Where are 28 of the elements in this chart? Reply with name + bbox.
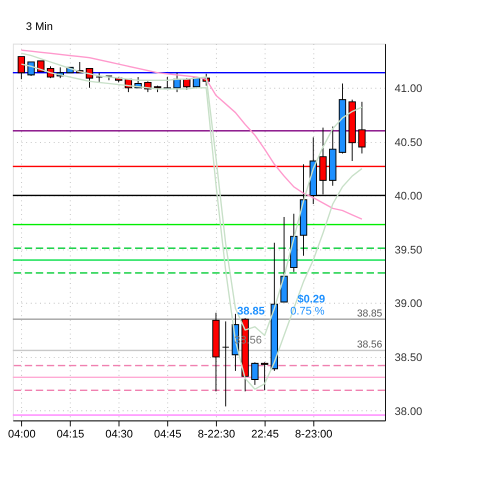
y-tick-label: 38.50: [394, 352, 422, 364]
annotation: 0.75 %: [290, 305, 325, 318]
chart-title: 3 Min: [26, 20, 53, 33]
y-tick-label: 41.00: [394, 82, 422, 95]
x-tick-label: 04:15: [56, 428, 84, 440]
y-tick-label: 40.00: [394, 190, 422, 203]
candlestick: [222, 320, 230, 407]
x-tick-label: 04:00: [8, 428, 36, 440]
candlestick: [251, 362, 259, 386]
y-tick-label: 40.50: [394, 136, 422, 149]
y-tick-label: 38.00: [394, 406, 422, 418]
y-tick-label: 39.50: [394, 244, 422, 256]
x-tick-label: 22:45: [251, 428, 279, 440]
y-tick-label: 39.00: [394, 298, 422, 310]
x-tick-label: 8-22:30: [198, 428, 236, 440]
candlestick: [18, 56, 26, 80]
ref-line-label: 38.85: [356, 308, 383, 320]
candlestick: [358, 101, 366, 154]
annotation: 38.85: [237, 305, 265, 318]
x-tick-label: 04:45: [154, 428, 182, 440]
line-series: [20, 49, 363, 220]
x-tick-label: 8-23:00: [295, 428, 332, 440]
x-tick-label: 04:30: [105, 428, 133, 440]
candlestick: [260, 362, 268, 391]
candlestick: [96, 72, 103, 83]
annotation: $0.29: [298, 293, 326, 306]
ref-line-label: 38.56: [356, 340, 383, 351]
candlestick: [27, 62, 35, 76]
